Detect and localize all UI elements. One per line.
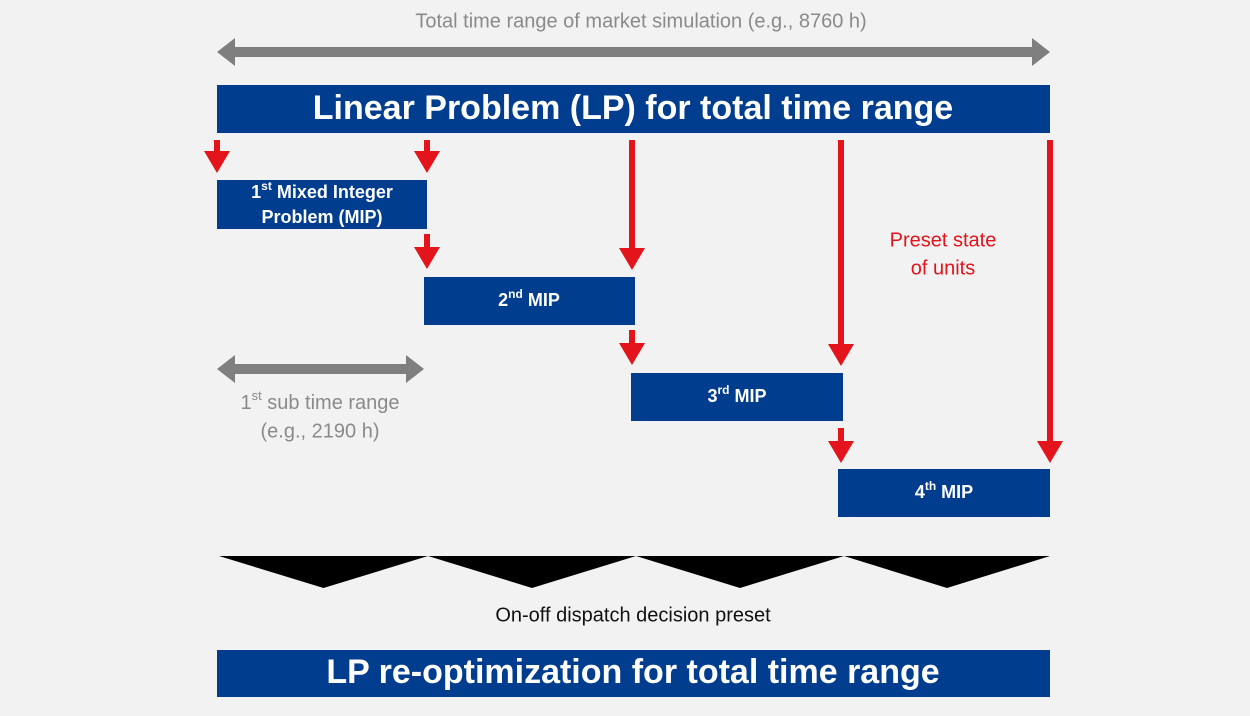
top-title: Total time range of market simulation (e… (415, 10, 866, 32)
red-arrow (619, 140, 645, 270)
sub-range-label: (e.g., 2190 h) (261, 420, 380, 442)
mip-label: Problem (MIP) (261, 207, 382, 227)
chevron (219, 556, 428, 588)
chevron (636, 556, 844, 588)
lp-label: Linear Problem (LP) for total time range (313, 89, 953, 127)
red-arrow (204, 140, 230, 173)
double-arrow (217, 38, 1050, 66)
chevron (428, 556, 636, 588)
mip-label: 3rd MIP (707, 383, 766, 406)
mip-box (424, 277, 635, 325)
mip-label: 1st Mixed Integer (251, 179, 393, 202)
mip-label: 2nd MIP (498, 287, 560, 310)
red-arrow (828, 428, 854, 463)
red-arrow (619, 330, 645, 365)
red-arrow (414, 140, 440, 173)
red-arrow (414, 234, 440, 269)
dispatch-label: On-off dispatch decision preset (495, 604, 771, 626)
preset-note: of units (911, 257, 975, 279)
mip-box (217, 180, 427, 229)
chevron (844, 556, 1050, 588)
red-arrow (1037, 140, 1063, 463)
lp-box (217, 85, 1050, 133)
reopt-label: LP re-optimization for total time range (326, 653, 939, 691)
mip-label: 4th MIP (915, 479, 973, 502)
sub-range-label: 1st sub time range (240, 388, 399, 414)
red-arrow (828, 140, 854, 366)
reopt-box (217, 650, 1050, 697)
preset-note: Preset state (890, 229, 997, 251)
double-arrow (217, 355, 424, 383)
mip-box (631, 373, 843, 421)
mip-box (838, 469, 1050, 517)
